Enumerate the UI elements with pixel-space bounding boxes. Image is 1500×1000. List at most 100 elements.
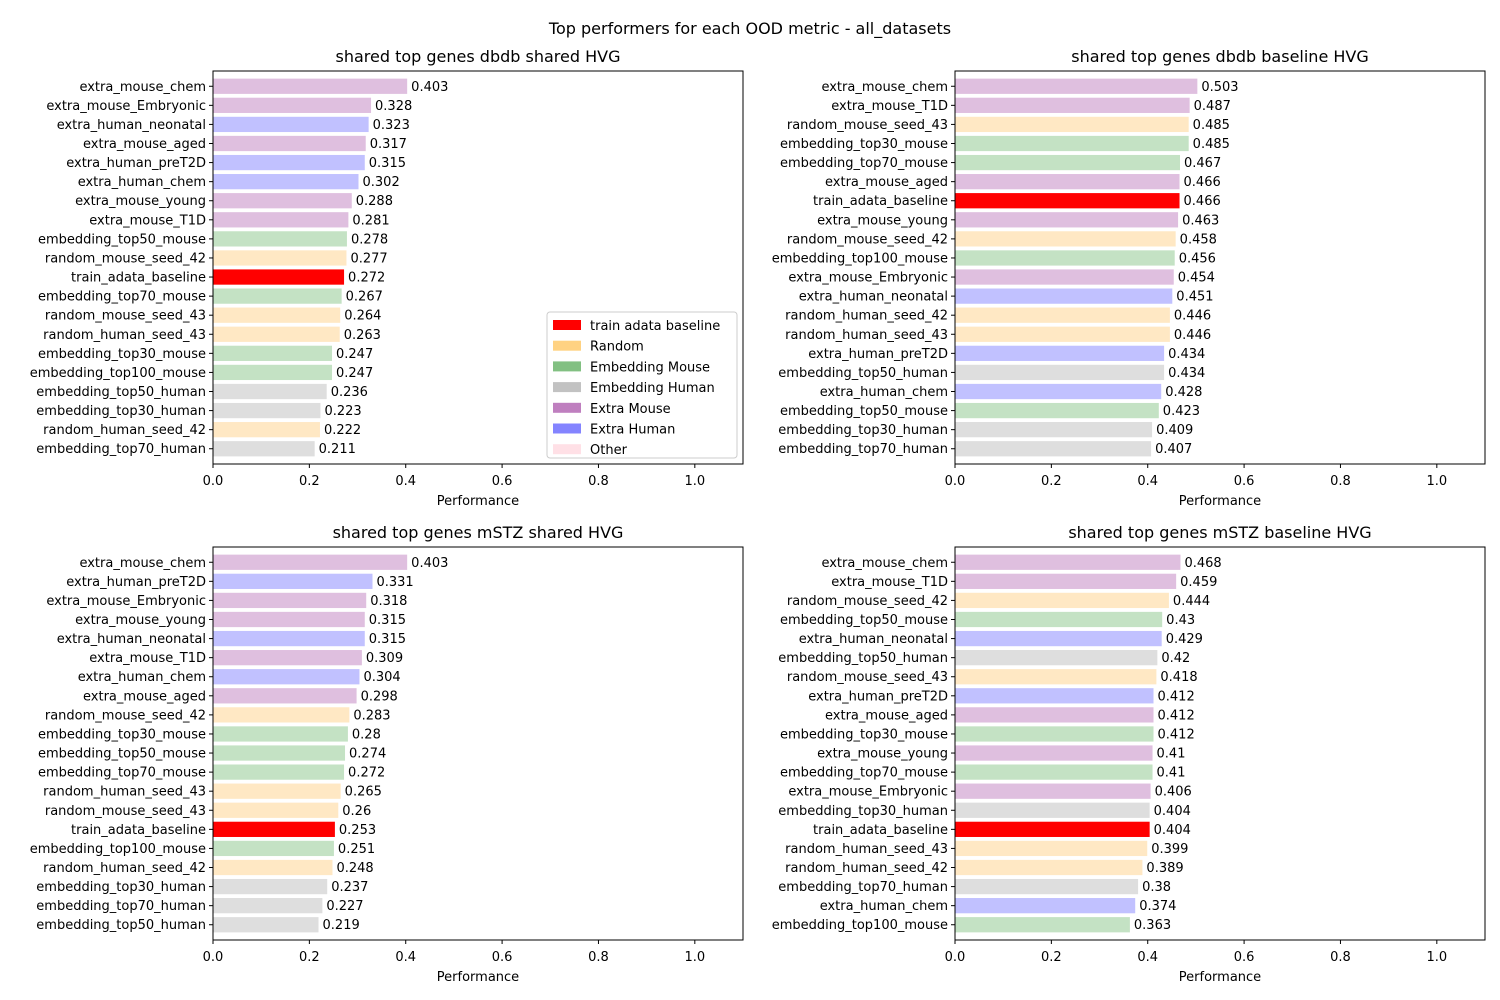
category-label: embedding_top50_human	[36, 385, 206, 400]
category-label: extra_mouse_aged	[83, 137, 206, 152]
bar-extra_mouse_T1D	[955, 97, 1190, 113]
value-label: 0.42	[1161, 651, 1190, 666]
value-label: 0.278	[351, 232, 388, 247]
value-label: 0.302	[363, 175, 400, 190]
bar-embedding_top30_human	[213, 878, 328, 895]
value-label: 0.434	[1168, 347, 1205, 362]
value-label: 0.281	[352, 213, 389, 228]
legend-label: Embedding Mouse	[590, 360, 710, 375]
category-label: embedding_top50_mouse	[780, 613, 948, 628]
x-tick-label: 0.0	[203, 950, 224, 965]
category-label: embedding_top50_human	[778, 651, 948, 666]
category-label: extra_mouse_aged	[825, 175, 948, 190]
value-label: 0.264	[344, 309, 381, 324]
bar-embedding_top30_mouse	[955, 135, 1189, 152]
bar-embedding_top30_mouse	[955, 726, 1154, 742]
bar-embedding_top70_human	[955, 441, 1152, 457]
category-label: extra_mouse_Embryonic	[788, 271, 948, 286]
value-label: 0.444	[1173, 594, 1210, 609]
legend-label: Extra Mouse	[590, 402, 671, 417]
value-label: 0.41	[1157, 766, 1186, 781]
value-label: 0.315	[369, 613, 406, 628]
x-tick-label: 0.2	[1041, 474, 1062, 489]
value-label: 0.272	[348, 271, 385, 286]
category-label: embedding_top50_mouse	[38, 747, 206, 762]
category-label: embedding_top50_human	[36, 918, 206, 933]
value-label: 0.466	[1184, 175, 1221, 190]
category-label: train_adata_baseline	[813, 194, 948, 209]
value-label: 0.456	[1179, 251, 1216, 266]
bar-embedding_top100_mouse	[955, 250, 1175, 266]
x-tick-label: 0.6	[1234, 474, 1255, 489]
category-label: extra_mouse_chem	[79, 556, 206, 571]
value-label: 0.315	[369, 156, 406, 171]
value-label: 0.236	[331, 385, 368, 400]
value-label: 0.277	[350, 251, 387, 266]
value-label: 0.429	[1166, 632, 1203, 647]
value-label: 0.331	[376, 575, 413, 590]
chart-panel-2: shared top genes dbdb baseline HVG extra_…	[772, 47, 1486, 509]
value-label: 0.412	[1158, 708, 1195, 723]
bar-extra_human_chem	[955, 383, 1162, 400]
value-label: 0.403	[411, 556, 448, 571]
bar-random_mouse_seed_43	[955, 116, 1189, 133]
bar-extra_human_chem	[213, 669, 360, 685]
value-label: 0.267	[346, 290, 383, 305]
category-label: extra_mouse_T1D	[89, 651, 206, 666]
value-label: 0.323	[373, 118, 410, 133]
value-label: 0.248	[336, 861, 373, 876]
x-tick-label: 0.4	[395, 474, 416, 489]
category-label: embedding_top50_mouse	[780, 404, 948, 419]
category-label: embedding_top100_mouse	[30, 842, 206, 857]
bar-extra_mouse_aged	[955, 707, 1154, 723]
legend: train adata baseline Random Embedding Mous…	[546, 311, 738, 459]
category-label: extra_mouse_aged	[825, 708, 948, 723]
category-label: train_adata_baseline	[813, 823, 948, 838]
category-label: extra_human_preT2D	[808, 347, 948, 362]
bar-extra_mouse_aged	[955, 174, 1180, 190]
value-label: 0.423	[1163, 404, 1200, 419]
category-label: random_human_seed_42	[785, 861, 948, 876]
category-label: embedding_top70_human	[36, 899, 206, 914]
bar-train_adata_baseline	[213, 821, 335, 837]
category-label: embedding_top100_mouse	[772, 251, 948, 266]
value-label: 0.412	[1158, 689, 1195, 704]
x-tick-label: 0.4	[1137, 950, 1158, 965]
bar-extra_mouse_chem	[955, 554, 1181, 570]
category-label: extra_human_preT2D	[66, 156, 206, 171]
bar-extra_human_neonatal	[213, 630, 365, 647]
legend-label: Extra Human	[590, 423, 675, 438]
category-label: extra_mouse_aged	[83, 689, 206, 704]
bar-embedding_top50_human	[213, 383, 327, 400]
value-label: 0.403	[411, 80, 448, 95]
category-label: random_mouse_seed_42	[45, 251, 206, 266]
bar-embedding_top50_mouse	[955, 611, 1163, 628]
bar-embedding_top50_mouse	[213, 231, 347, 247]
value-label: 0.304	[363, 670, 400, 685]
category-label: train_adata_baseline	[71, 823, 206, 838]
bar-embedding_top70_mouse	[955, 764, 1153, 780]
bar-extra_mouse_T1D	[213, 212, 349, 228]
bar-extra_mouse_Embryonic	[213, 97, 372, 113]
bar-extra_human_neonatal	[955, 288, 1173, 304]
value-label: 0.315	[369, 632, 406, 647]
value-label: 0.399	[1151, 842, 1188, 857]
value-label: 0.412	[1158, 727, 1195, 742]
category-label: embedding_top70_mouse	[38, 290, 206, 305]
value-label: 0.446	[1174, 309, 1211, 324]
bar-embedding_top30_mouse	[213, 726, 348, 742]
bar-embedding_top30_human	[955, 422, 1153, 438]
bar-extra_human_preT2D	[955, 345, 1165, 361]
legend-label: Random	[590, 340, 644, 355]
value-label: 0.458	[1180, 232, 1217, 247]
axes-frame	[954, 70, 1486, 465]
x-tick-label: 1.0	[1426, 474, 1447, 489]
category-label: embedding_top50_mouse	[38, 232, 206, 247]
bar-embedding_top50_mouse	[955, 402, 1159, 419]
bar-embedding_top30_human	[213, 402, 321, 419]
bar-extra_mouse_T1D	[213, 650, 362, 666]
category-label: extra_human_chem	[820, 899, 948, 914]
bar-train_adata_baseline	[955, 193, 1180, 209]
chart-panel-4: shared top genes mSTZ baseline HVG extra_…	[772, 523, 1486, 985]
